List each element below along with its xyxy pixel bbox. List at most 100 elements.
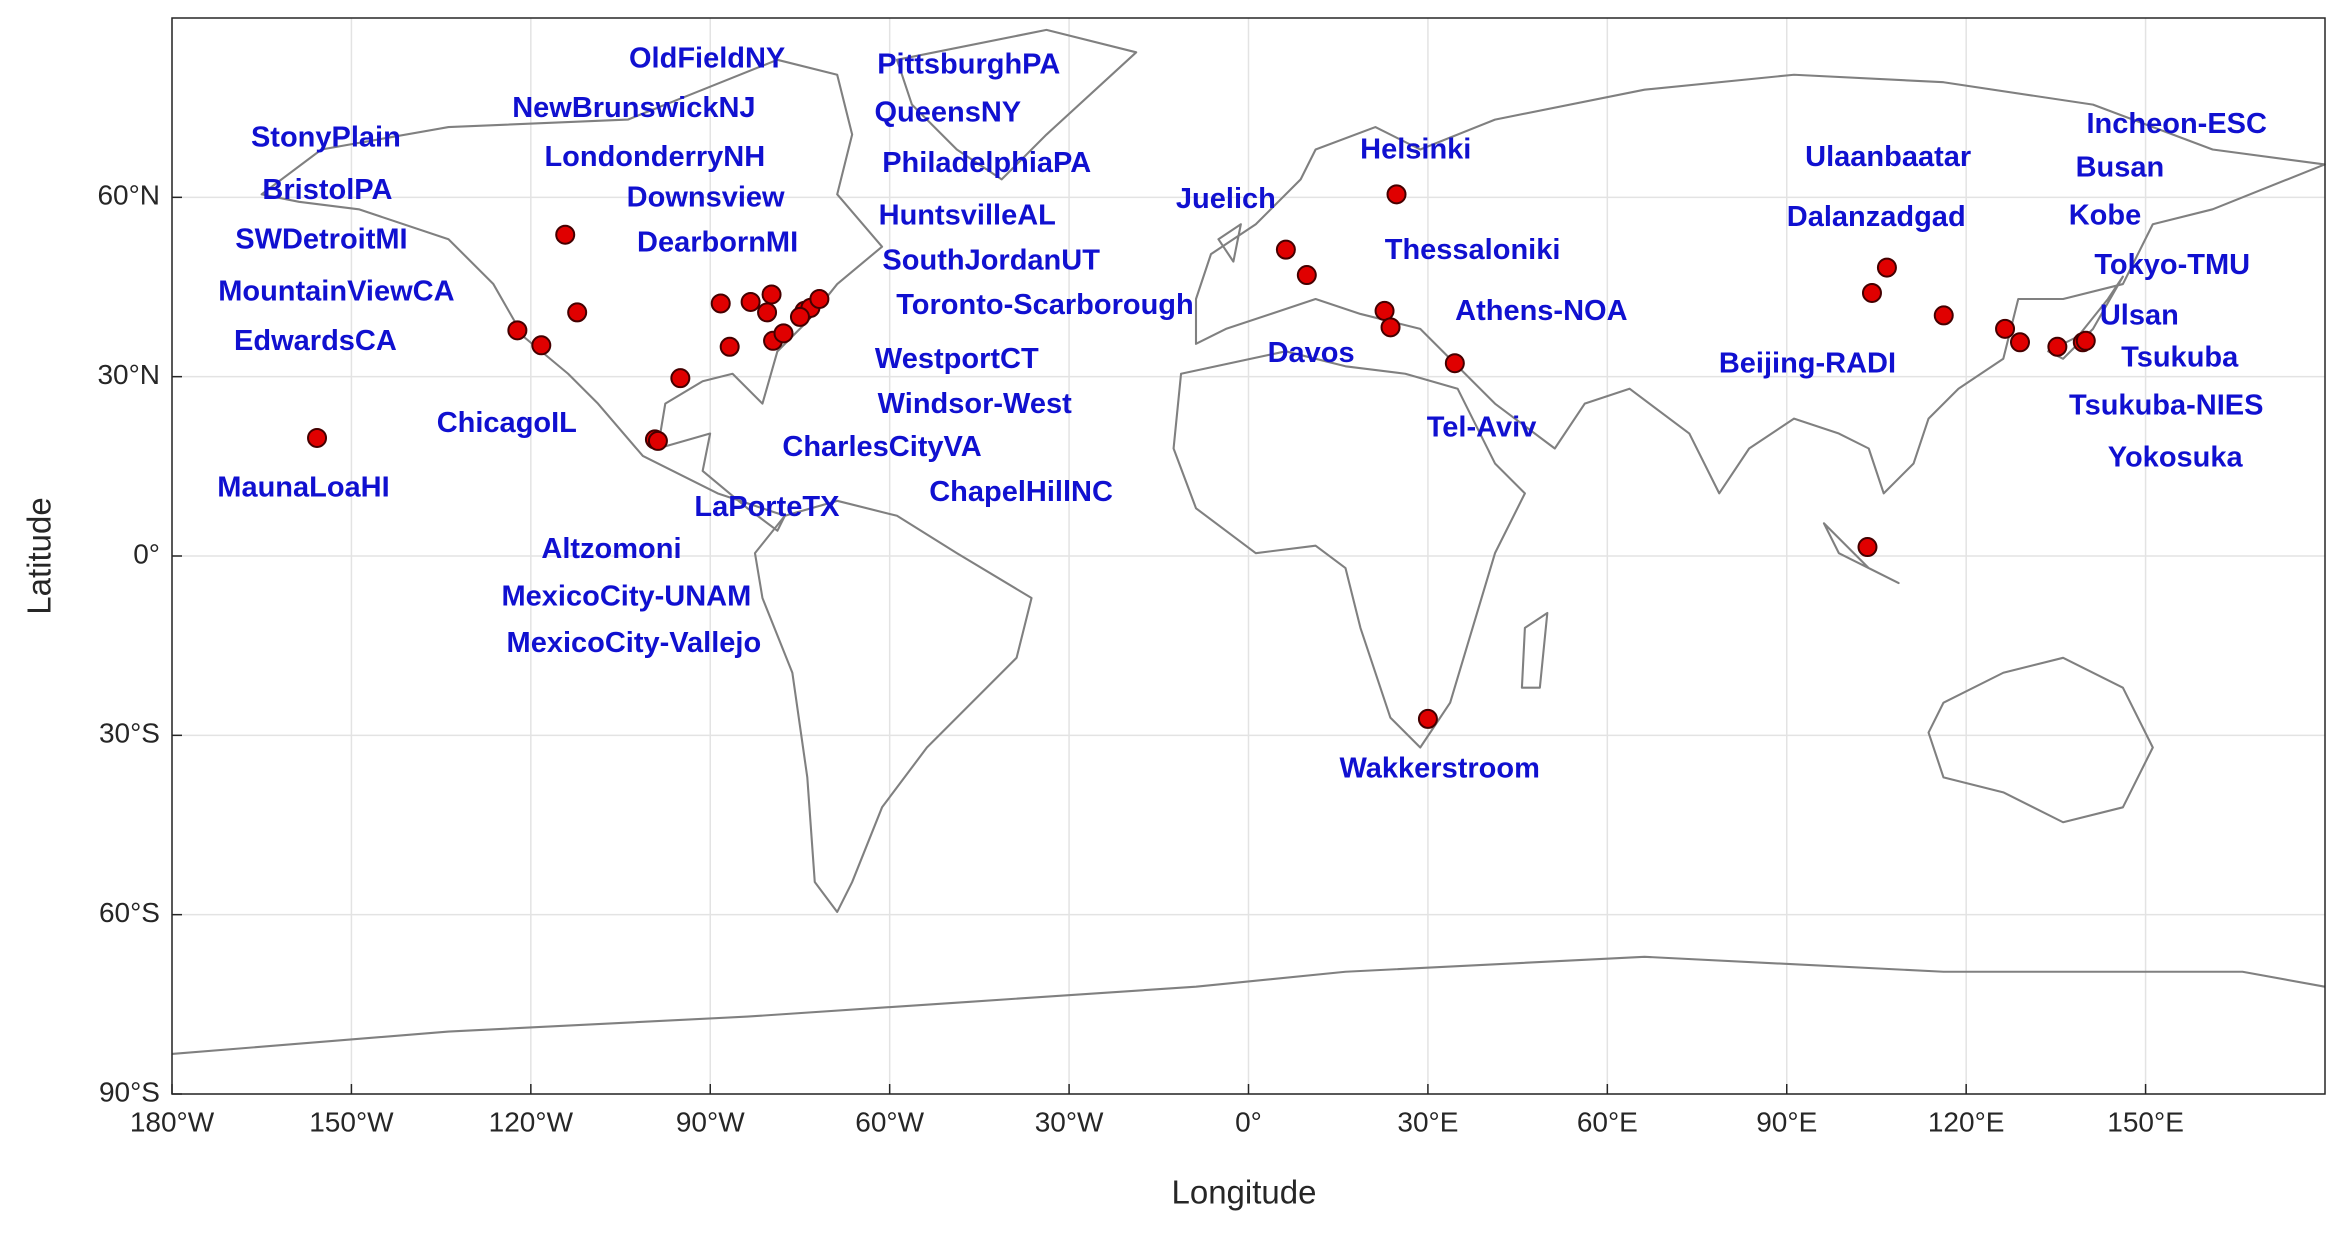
y-tick-label: 30°S [99,718,160,749]
station-marker [531,335,552,356]
station-label: Ulsan [2100,300,2179,332]
station-label: PittsburghPA [877,48,1060,80]
station-label: Juelich [1176,183,1276,215]
station-label: EdwardsCA [234,325,397,357]
y-axis-label: Latitude [21,497,58,614]
station-label: Helsinki [1360,134,1471,166]
station-label: Altzomoni [541,533,681,565]
station-label: Dalanzadgad [1787,201,1966,233]
station-label: MexicoCity-Vallejo [507,627,762,659]
y-tick-label: 30°N [97,359,160,390]
station-marker [567,302,588,323]
station-label: MountainViewCA [218,276,454,308]
station-marker [1374,300,1395,321]
y-tick-label: 90°S [99,1076,160,1107]
station-label: Downsview [627,181,785,213]
station-marker [670,368,691,389]
station-label: LaPorteTX [694,491,840,523]
station-marker [1380,317,1401,338]
coast-greenland [895,28,1138,181]
coast-madagascar [1520,611,1549,689]
x-tick-label: 120°W [489,1106,574,1137]
station-marker [2047,336,2068,357]
station-label: LondonderryNH [544,141,765,173]
station-label: PhiladelphiaPA [882,147,1091,179]
station-label: ChicagoIL [437,407,577,439]
y-tick-label: 60°S [99,897,160,928]
station-marker [647,430,668,451]
station-label: Busan [2076,152,2165,184]
y-tick-label: 60°N [97,180,160,211]
coast-africa [1172,350,1526,749]
station-label: Tokyo-TMU [2094,249,2250,281]
station-label: DearbornMI [637,226,798,258]
x-tick-label: 30°E [1397,1106,1458,1137]
coast-indonesia [1822,522,1900,585]
x-tick-label: 30°W [1035,1106,1104,1137]
station-label: Tel-Aviv [1427,412,1537,444]
station-marker [809,288,830,309]
station-label: Windsor-West [878,388,1072,420]
station-marker [740,291,761,312]
station-label: Incheon-ESC [2086,108,2267,140]
station-marker [1933,305,1954,326]
x-tick-label: 150°W [309,1106,394,1137]
coast-uk [1217,223,1242,263]
station-marker [761,284,782,305]
station-marker [773,323,794,344]
y-tick-label: 0° [133,538,160,569]
station-marker [1861,282,1882,303]
station-marker [307,427,328,448]
station-marker [1417,708,1438,729]
station-label: Beijing-RADI [1719,347,1896,379]
station-marker [507,320,528,341]
coast-south-america [753,499,1033,913]
station-marker [710,293,731,314]
station-marker [2075,330,2096,351]
station-marker [789,306,810,327]
x-tick-label: 150°E [2107,1106,2184,1137]
station-label: Wakkerstroom [1339,753,1539,785]
station-marker [719,336,740,357]
station-marker [757,302,778,323]
station-label: MexicoCity-UNAM [502,581,752,613]
station-label: Yokosuka [2108,442,2244,474]
station-label: ChapelHillNC [929,476,1113,508]
x-tick-label: 180°W [130,1106,215,1137]
x-axis-label: Longitude [1172,1174,1317,1211]
station-label: CharlesCityVA [782,431,981,463]
station-label: Ulaanbaatar [1805,141,1971,173]
station-label: QueensNY [874,96,1021,128]
station-label: HuntsvilleAL [879,199,1056,231]
station-marker [1995,318,2016,339]
station-marker [2009,332,2030,353]
station-label: StonyPlain [251,122,401,154]
station-label: OldFieldNY [629,42,785,74]
station-label: MaunaLoaHI [217,472,389,504]
station-label: Thessaloniki [1385,234,1561,266]
coast-antarctica [171,955,2325,1056]
x-tick-label: 120°E [1928,1106,2005,1137]
station-label: Athens-NOA [1455,295,1627,327]
station-marker [1386,184,1407,205]
station-marker [1857,537,1878,558]
grid [171,18,2325,1095]
station-marker [1444,353,1465,374]
station-marker [1296,265,1317,286]
x-tick-label: 90°E [1756,1106,1817,1137]
station-label: Davos [1268,337,1355,369]
station-label: NewBrunswickNJ [512,92,755,124]
x-tick-label: 90°W [676,1106,745,1137]
station-label: Kobe [2069,199,2142,231]
station-label: Tsukuba [2121,341,2239,373]
station-marker [555,224,576,245]
station-marker [1876,257,1897,278]
x-tick-label: 60°W [855,1106,924,1137]
station-label: SouthJordanUT [882,244,1100,276]
x-tick-label: 0° [1235,1106,1262,1137]
station-label: Toronto-Scarborough [896,289,1193,321]
station-label: WestportCT [875,343,1039,375]
station-label: SWDetroitMI [235,223,407,255]
